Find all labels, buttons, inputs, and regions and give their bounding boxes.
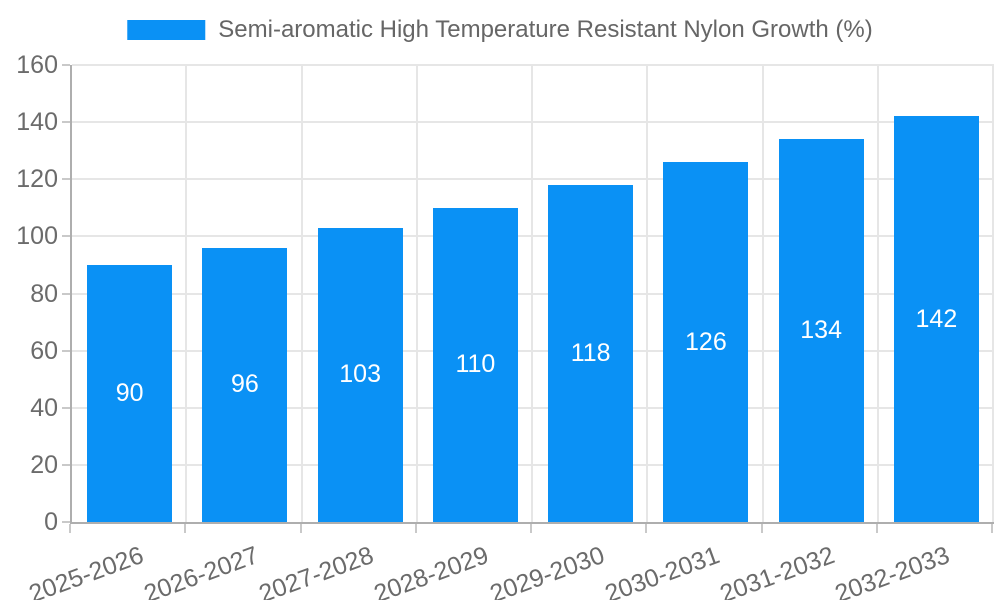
- bar-value-label: 96: [230, 370, 259, 399]
- x-tick-mark: [184, 524, 187, 533]
- y-tick-mark: [62, 463, 70, 466]
- gridline-vertical: [531, 65, 533, 522]
- gridline-horizontal: [72, 406, 994, 409]
- y-tick-mark: [62, 292, 70, 295]
- bar[interactable]: 134: [778, 139, 864, 522]
- bar[interactable]: 103: [317, 227, 403, 522]
- x-tick-label: 2026-2027: [140, 541, 263, 600]
- x-tick-label: 2029-2030: [485, 541, 608, 600]
- x-tick-mark: [69, 524, 71, 533]
- x-tick-label: 2025-2026: [24, 541, 147, 600]
- legend[interactable]: Semi-aromatic High Temperature Resistant…: [127, 16, 873, 44]
- bar-value-label: 126: [685, 327, 727, 356]
- gridline-horizontal: [72, 349, 994, 352]
- y-tick-mark: [62, 178, 70, 181]
- y-tick-mark: [62, 121, 70, 124]
- gridline-vertical: [876, 65, 879, 522]
- y-tick-mark: [62, 521, 70, 523]
- y-tick-label: 120: [16, 165, 58, 194]
- gridline-vertical: [415, 65, 418, 522]
- x-tick-mark: [645, 524, 648, 533]
- y-tick-mark: [62, 349, 70, 352]
- bar[interactable]: 110: [432, 207, 518, 522]
- gridline-horizontal: [72, 178, 994, 181]
- gridline-horizontal: [72, 64, 994, 66]
- y-tick-label: 60: [30, 336, 58, 365]
- gridline-vertical: [646, 65, 649, 522]
- y-tick-label: 160: [16, 51, 58, 79]
- gridline-horizontal: [72, 463, 994, 466]
- y-tick-label: 80: [30, 279, 58, 308]
- plot-area: 90 96 103 110 118 126 134 142: [70, 64, 994, 524]
- x-tick-label: 2032-2033: [831, 541, 954, 600]
- y-tick-label: 40: [30, 393, 58, 422]
- y-tick-mark: [62, 406, 70, 409]
- gridline-horizontal: [72, 235, 994, 238]
- bar[interactable]: 118: [548, 184, 634, 522]
- x-tick-mark: [414, 524, 417, 533]
- gridline-vertical: [300, 65, 303, 522]
- gridline-vertical: [992, 65, 994, 522]
- bar-value-label: 90: [115, 378, 144, 407]
- bar-value-label: 118: [570, 338, 611, 367]
- legend-label: Semi-aromatic High Temperature Resistant…: [218, 16, 873, 43]
- y-tick-label: 0: [44, 508, 58, 536]
- gridline-vertical: [185, 65, 188, 522]
- bar[interactable]: 96: [202, 247, 288, 522]
- bar-value-label: 134: [800, 315, 842, 344]
- gridline-vertical: [761, 65, 764, 522]
- x-tick-label: 2031-2032: [716, 541, 839, 600]
- gridline-horizontal: [72, 121, 994, 124]
- y-tick-label: 20: [30, 450, 58, 479]
- x-tick-mark: [875, 524, 878, 533]
- x-tick-mark: [760, 524, 763, 533]
- bar-value-label: 110: [455, 350, 496, 379]
- x-tick-mark: [299, 524, 302, 533]
- bar[interactable]: 142: [893, 116, 979, 522]
- y-tick-label: 100: [16, 222, 58, 251]
- legend-swatch-icon: [127, 20, 206, 40]
- bar[interactable]: 126: [663, 162, 749, 522]
- x-tick-mark: [991, 524, 993, 533]
- y-tick-mark: [62, 235, 70, 238]
- y-tick-mark: [62, 64, 70, 66]
- gridline-horizontal: [72, 292, 994, 295]
- x-tick-label: 2030-2031: [601, 541, 724, 600]
- bar-value-label: 103: [339, 360, 381, 389]
- x-tick-mark: [530, 524, 532, 533]
- x-tick-label: 2028-2029: [370, 541, 493, 600]
- x-tick-label: 2027-2028: [255, 541, 378, 600]
- bar[interactable]: 90: [87, 264, 173, 522]
- bar-value-label: 142: [915, 304, 958, 333]
- y-tick-label: 140: [16, 108, 58, 137]
